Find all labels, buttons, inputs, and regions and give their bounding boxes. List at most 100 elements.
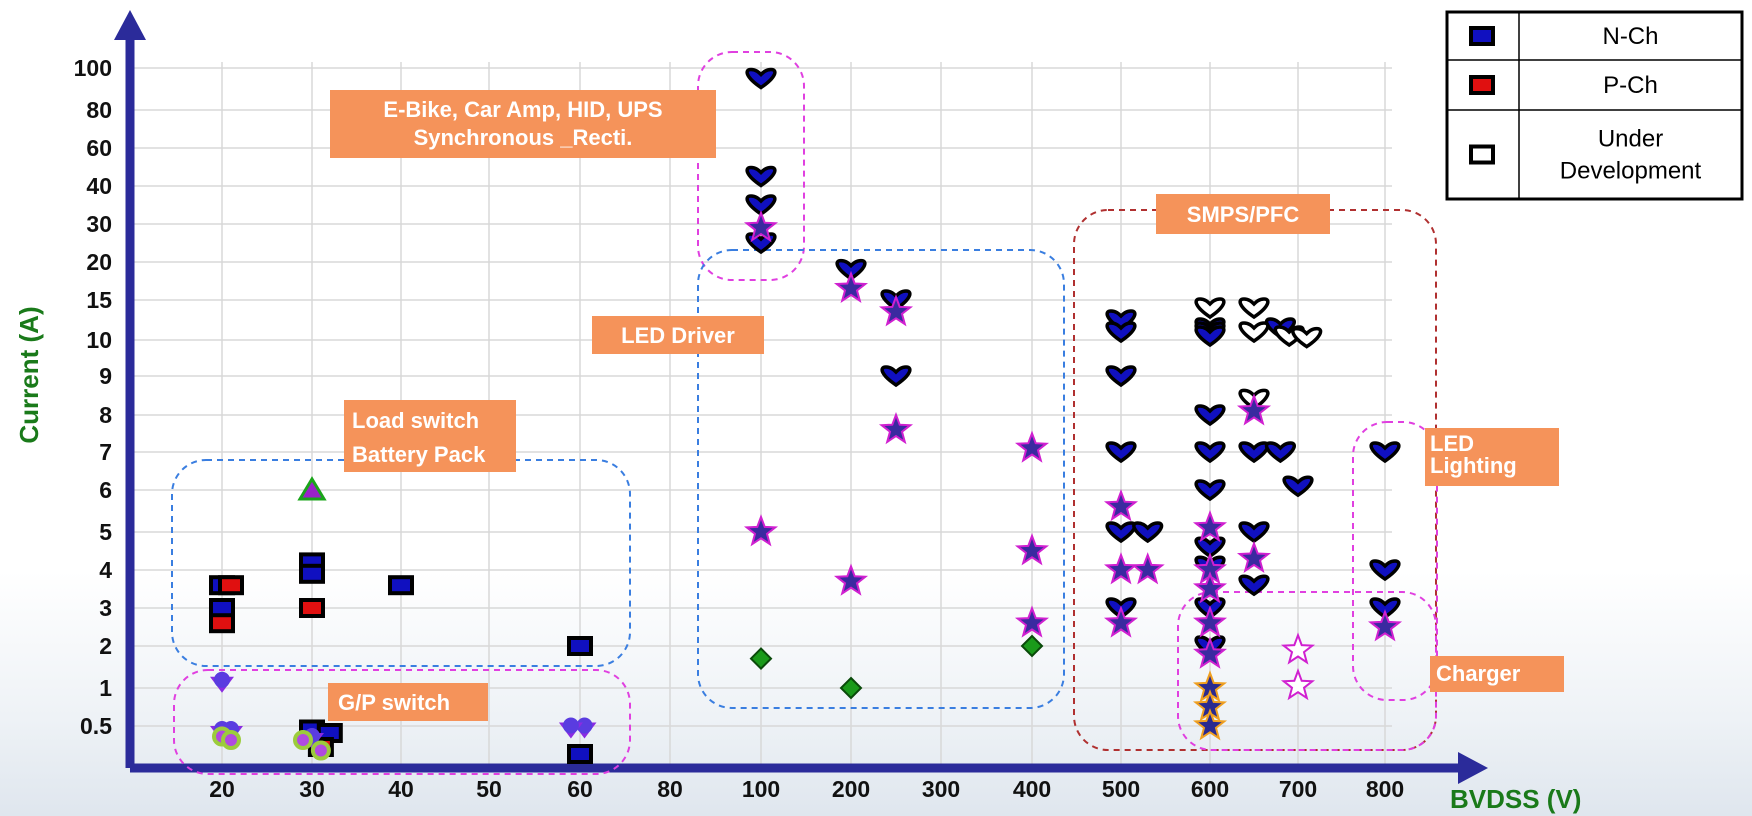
region-box-5	[1073, 209, 1437, 751]
point-heart-blue-20	[1194, 479, 1226, 502]
x-tick-label-20: 20	[209, 776, 235, 802]
y-axis-arrow	[114, 10, 146, 40]
point-star-magenta-7	[1014, 430, 1050, 463]
region-label-load-switch: Load switch	[352, 408, 479, 433]
region-label-g-p-switch: G/P switch	[338, 690, 450, 715]
region-box-2	[697, 249, 1065, 709]
y-tick-label-9: 9	[99, 363, 112, 389]
legend-label-under: Under	[1598, 126, 1663, 153]
point-star-magenta-21	[1367, 609, 1403, 642]
x-tick-label-200: 200	[832, 776, 870, 802]
region-label-led-driver: LED Driver	[621, 323, 735, 348]
point-star-magenta-14	[1192, 509, 1228, 543]
region-label-synchronous-recti: Synchronous _Recti.	[414, 125, 633, 150]
y-tick-label-0-5: 0.5	[80, 713, 112, 739]
regions: E-Bike, Car Amp, HID, UPS Synchronous _Re…	[171, 51, 1564, 775]
point-heart-dev-1	[1194, 297, 1226, 320]
y-tick-label-3: 3	[99, 595, 112, 621]
point-heart-blue-2	[745, 165, 777, 188]
y-tick-label-5: 5	[99, 519, 112, 545]
point-star-magenta-16	[1192, 571, 1228, 604]
point-heart-blue-10	[1105, 365, 1137, 388]
y-tick-label-60: 60	[86, 135, 112, 161]
x-tick-label-300: 300	[922, 776, 960, 802]
point-rect-pch-1	[218, 575, 244, 596]
y-tick-label-80: 80	[86, 97, 112, 123]
point-heart-blue-13	[1132, 521, 1164, 544]
point-rect-pch-3	[299, 598, 325, 618]
point-heart-blue-11	[1105, 441, 1137, 464]
point-heart-blue-27	[1238, 574, 1270, 597]
point-star-magenta-4	[833, 563, 869, 596]
point-heart-blue-29	[1264, 441, 1296, 464]
point-heart-blue-17	[1194, 325, 1226, 348]
x-tick-label-800: 800	[1366, 776, 1404, 802]
region-label-e-bike-car-amp-hid-ups: E-Bike, Car Amp, HID, UPS	[383, 97, 662, 122]
point-heart-blue-9	[1105, 321, 1137, 344]
point-rect-nch-8	[567, 744, 593, 764]
y-tick-label-10: 10	[86, 327, 112, 353]
x-tick-label-500: 500	[1102, 776, 1140, 802]
point-star-magenta-17	[1192, 605, 1228, 638]
point-triangle-green-1	[297, 476, 327, 501]
x-tick-label-30: 30	[299, 776, 325, 802]
region-label-bg-6	[1425, 428, 1559, 486]
point-heart-dev-6	[1291, 326, 1323, 349]
x-tick-label-60: 60	[567, 776, 593, 802]
x-axis-title: BVDSS (V)	[1450, 784, 1581, 814]
point-star-magenta-12	[1103, 605, 1139, 638]
point-heart-blue-32	[1369, 559, 1401, 582]
point-rect-pch-2	[209, 613, 235, 634]
region-label-bg-1	[330, 90, 716, 158]
legend-label-n-ch: N-Ch	[1602, 23, 1658, 50]
legend-swatch-p-ch	[1469, 75, 1495, 95]
point-heart-blue-31	[1369, 441, 1401, 464]
region-box-1	[697, 51, 805, 281]
y-tick-label-40: 40	[86, 173, 112, 199]
x-tick-label-40: 40	[388, 776, 414, 802]
point-green-circle-2	[221, 730, 241, 750]
y-tick-label-2: 2	[99, 633, 112, 659]
legend-box	[1445, 10, 1744, 201]
region-label-smps-pfc: SMPS/PFC	[1187, 202, 1300, 227]
y-tick-label-7: 7	[99, 439, 112, 465]
region-label-bg-5	[1156, 194, 1330, 234]
point-heart-blue-7	[880, 365, 912, 388]
data-points	[209, 67, 1403, 764]
y-tick-label-15: 15	[86, 287, 112, 313]
y-tick-label-6: 6	[99, 477, 112, 503]
point-green-circle-4	[310, 740, 331, 761]
point-heart-dev-3	[1238, 321, 1270, 344]
point-star-magenta-3	[833, 270, 869, 303]
legend: N-Ch P-Ch Under Development	[1445, 10, 1744, 201]
x-tick-label-100: 100	[742, 776, 780, 802]
point-heart-blue-33	[1369, 597, 1401, 620]
point-heart-blue-18	[1194, 404, 1226, 427]
point-heart-blue-19	[1194, 441, 1226, 464]
point-heart-blue-5	[835, 258, 867, 281]
point-star-magenta-5	[878, 294, 914, 327]
axis-labels: 20 30 40 50 60 80 100 200 300 400 500 600 700 800 0.5 1…	[14, 55, 1581, 814]
point-heart-blue-21	[1194, 536, 1226, 559]
axes	[114, 10, 1488, 784]
point-heart-dev-2	[1238, 297, 1270, 320]
x-tick-label-80: 80	[657, 776, 683, 802]
point-heart-blue-1	[745, 67, 777, 90]
point-heart-blue-26	[1238, 521, 1270, 544]
point-star-magenta-1	[743, 209, 779, 243]
point-green-circle-3	[293, 730, 313, 750]
point-diamond-green-3	[1020, 634, 1044, 658]
x-tick-label-400: 400	[1013, 776, 1051, 802]
region-label-battery-pack: Battery Pack	[352, 442, 486, 467]
x-axis-arrow	[1458, 752, 1488, 784]
legend-label-development: Development	[1560, 158, 1702, 185]
x-tick-label-600: 600	[1191, 776, 1229, 802]
x-tick-label-700: 700	[1279, 776, 1317, 802]
point-star-magenta-6	[878, 411, 914, 445]
region-label-charger: Charger	[1436, 661, 1521, 686]
legend-label-p-ch: P-Ch	[1603, 72, 1658, 99]
y-tick-label-100: 100	[74, 55, 112, 81]
point-heart-blue-8	[1105, 309, 1137, 332]
point-purple-misc-6	[558, 717, 583, 739]
